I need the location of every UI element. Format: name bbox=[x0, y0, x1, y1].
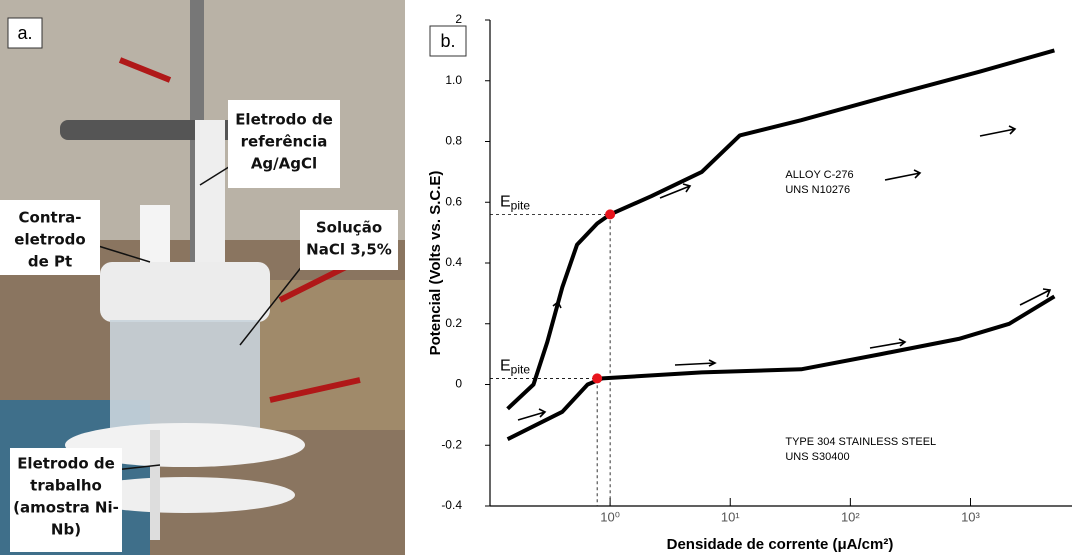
pitting-point bbox=[592, 373, 603, 384]
panel-label-box bbox=[429, 25, 467, 57]
callout-text: Ag/AgCl bbox=[251, 155, 317, 173]
y-tick-label: 1.0 bbox=[445, 73, 462, 87]
x-tick-label: 10⁰ bbox=[600, 509, 620, 524]
annotation: UNS N10276 bbox=[785, 184, 850, 196]
x-tick-label: 10¹ bbox=[721, 509, 740, 524]
callout-text: Eletrodo de bbox=[17, 455, 115, 473]
callouts: Eletrodo de referência Ag/AgCl Contra-eletr… bbox=[13, 111, 392, 539]
x-tick-label: 10² bbox=[841, 509, 860, 524]
y-tick-label: 0.8 bbox=[445, 134, 462, 148]
photo-base bbox=[65, 423, 305, 467]
photo-panel: a. bbox=[0, 0, 405, 555]
y-tick-label: 0 bbox=[455, 377, 462, 391]
callout-text: Solução bbox=[316, 219, 382, 237]
annotation: TYPE 304 STAINLESS STEEL bbox=[785, 436, 936, 448]
x-tick-label: 10³ bbox=[961, 509, 980, 524]
callout-text: NaCl 3,5% bbox=[306, 241, 392, 259]
callout-text: trabalho bbox=[30, 477, 102, 495]
marker-label-main: E bbox=[500, 194, 511, 211]
callout-pointer bbox=[69, 159, 304, 476]
y-tick-label: 0.2 bbox=[445, 316, 462, 330]
callout-box bbox=[300, 210, 398, 270]
callout-box bbox=[10, 448, 122, 552]
panel-label: b. bbox=[440, 31, 455, 51]
callout-text: (amostra Ni- bbox=[13, 499, 119, 517]
y-tick-label: -0.4 bbox=[441, 498, 462, 512]
panel-label: a. bbox=[17, 23, 32, 43]
annotation: UNS S30400 bbox=[785, 451, 849, 463]
marker-label-sub: pite bbox=[511, 199, 531, 213]
photo-base bbox=[75, 477, 295, 513]
marker-label-sub: pite bbox=[511, 363, 531, 377]
chart: b. Densidade de corrente (μA/cm²) Potenc… bbox=[427, 12, 1072, 553]
marker-label: Epite bbox=[500, 194, 530, 213]
pitting-point bbox=[605, 209, 616, 220]
callout-box bbox=[0, 200, 100, 275]
callout-text: de Pt bbox=[28, 253, 72, 271]
y-tick-label: 2 bbox=[455, 12, 462, 26]
callout-box bbox=[228, 100, 340, 188]
y-tick-label: 0.6 bbox=[445, 194, 462, 208]
photo-box bbox=[260, 280, 405, 430]
photo-beaker bbox=[110, 320, 260, 430]
guide-line bbox=[490, 378, 598, 506]
panel-label-box bbox=[7, 17, 43, 49]
photo-rod bbox=[150, 430, 160, 540]
y-axis-title: Potencial (Volts vs. S.C.E) bbox=[427, 171, 444, 356]
callout-text: referência bbox=[241, 133, 328, 151]
y-tick-label: -0.2 bbox=[441, 437, 462, 451]
callout-text: Eletrodo de bbox=[235, 111, 333, 129]
photo-lid bbox=[100, 262, 270, 322]
data-line bbox=[506, 48, 1055, 411]
data-line bbox=[506, 294, 1056, 441]
y-tick-label: 0.4 bbox=[445, 255, 462, 269]
marker-label: Epite bbox=[500, 358, 530, 377]
annotation: ALLOY C-276 bbox=[785, 169, 853, 181]
x-axis-title: Densidade de corrente (μA/cm²) bbox=[667, 536, 894, 553]
callout-text: Nb) bbox=[51, 521, 81, 539]
callout-text: eletrodo bbox=[14, 231, 85, 249]
callout-text: Contra- bbox=[19, 209, 82, 227]
marker-label-main: E bbox=[500, 358, 511, 375]
